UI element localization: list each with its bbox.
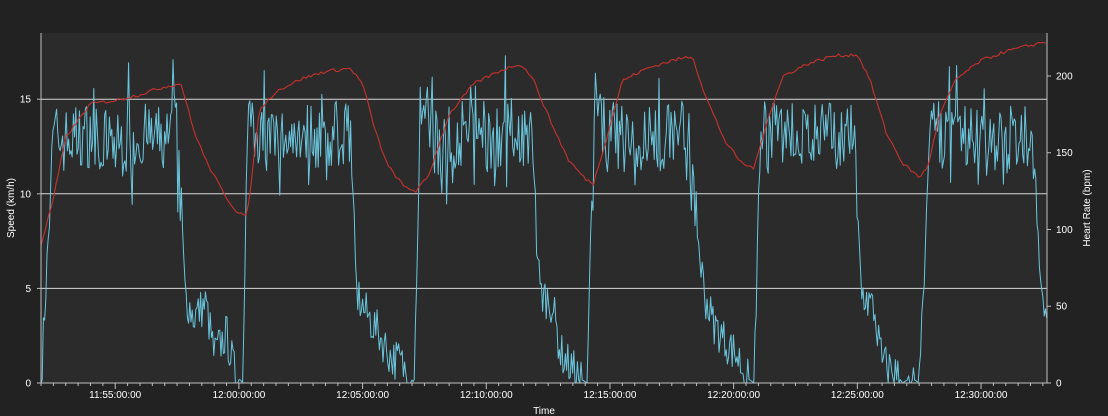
x-tick-label: 12:05:00:00: [336, 390, 389, 401]
speed-series-line: [40, 55, 1048, 384]
y-right-tick-label: 0: [1056, 379, 1062, 390]
axes: [40, 33, 1048, 384]
x-axis-label: Time: [533, 406, 555, 416]
x-tick-label: 12:00:00:00: [212, 390, 265, 401]
y-left-tick-label: 0: [25, 379, 31, 390]
y-right-tick-label: 150: [1056, 148, 1073, 159]
y-left-tick-label: 10: [20, 189, 32, 200]
x-tick-label: 11:55:00:00: [89, 390, 142, 401]
y-left-tick-label: 5: [25, 284, 31, 295]
y-left-axis-label: Speed (km/h): [6, 178, 17, 238]
x-tick-label: 12:15:00:00: [584, 390, 637, 401]
x-tick-label: 12:20:00:00: [707, 390, 760, 401]
y-right-axis-label: Heart Rate (bpm): [1082, 169, 1093, 246]
series-layer: [40, 41, 1048, 384]
x-tick-label: 12:25:00:00: [831, 390, 884, 401]
heart-rate-series-line: [40, 41, 1047, 246]
x-tick-label: 12:10:00:00: [460, 390, 513, 401]
y-right-tick-label: 100: [1056, 225, 1073, 236]
y-right-tick-label: 50: [1056, 302, 1068, 313]
plot-area: [41, 33, 1047, 383]
y-left-tick-label: 15: [20, 95, 32, 106]
y-right-tick-label: 200: [1056, 71, 1073, 82]
x-tick-label: 12:30:00:00: [955, 390, 1008, 401]
